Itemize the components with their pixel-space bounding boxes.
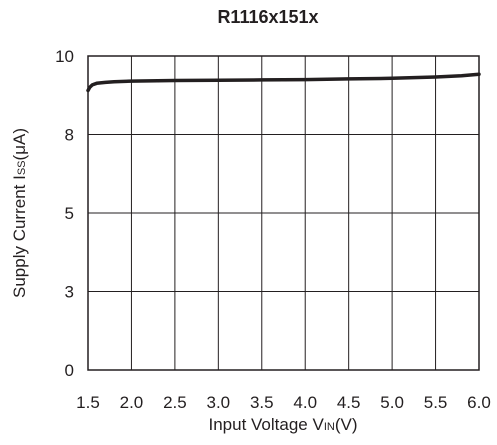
y-axis-label: Supply Current ISS(μA) [10, 128, 29, 298]
x-tick-label: 6.0 [467, 393, 491, 412]
grid [88, 56, 479, 370]
x-tick-label: 1.5 [76, 393, 100, 412]
x-tick-label: 3.0 [207, 393, 231, 412]
y-tick-label: 8 [65, 126, 74, 145]
x-tick-label: 2.5 [163, 393, 187, 412]
chart-title: R1116x151x [217, 7, 318, 27]
x-tick-label: 5.0 [380, 393, 404, 412]
y-tick-labels: 0 3 5 8 10 [55, 47, 74, 380]
x-axis-label: Input Voltage VIN(V) [209, 415, 358, 434]
x-tick-labels: 1.5 2.0 2.5 3.0 3.5 4.0 4.5 5.0 5.5 6.0 [76, 393, 491, 412]
series-layer [86, 72, 481, 93]
y-tick-label: 10 [55, 47, 74, 66]
x-tick-label: 5.5 [424, 393, 448, 412]
x-tick-label: 4.0 [293, 393, 317, 412]
x-tick-label: 3.5 [250, 393, 274, 412]
x-tick-label: 4.5 [337, 393, 361, 412]
y-tick-label: 5 [65, 204, 74, 223]
x-tick-label: 2.0 [120, 393, 144, 412]
y-tick-label: 3 [65, 283, 74, 302]
y-tick-label: 0 [65, 361, 74, 380]
series-line [86, 72, 481, 93]
